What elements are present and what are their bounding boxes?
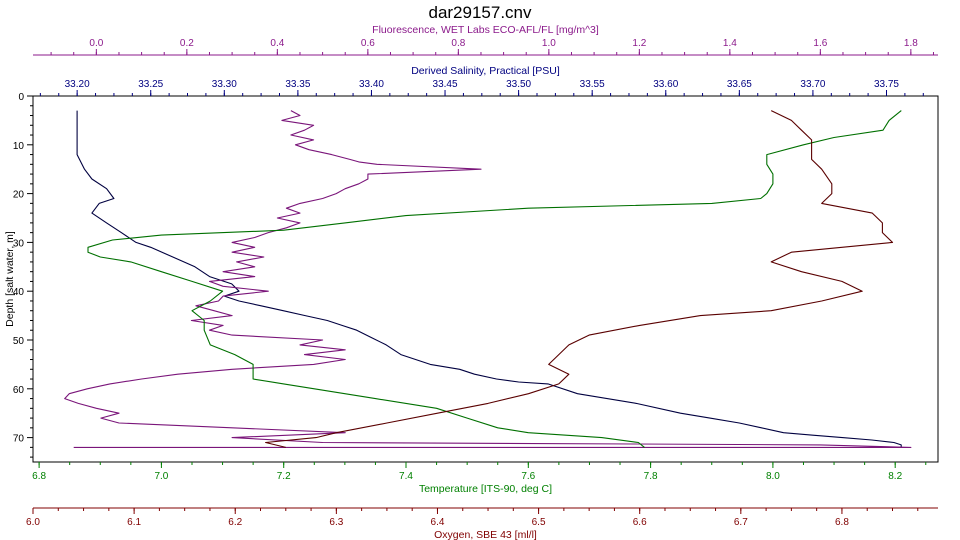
salinity-tick-label: 33.60	[653, 79, 678, 90]
salinity-tick-label: 33.20	[65, 79, 90, 90]
oxygen-profile-line	[265, 110, 894, 448]
salinity-tick-label: 33.65	[727, 79, 752, 90]
temperature-tick-label: 8.0	[766, 471, 780, 482]
salinity-tick-label: 33.45	[433, 79, 458, 90]
salinity-axis-label: Derived Salinity, Practical [PSU]	[411, 65, 560, 77]
oxygen-axis-label: Oxygen, SBE 43 [ml/l]	[434, 529, 537, 540]
depth-tick-label: 70	[13, 434, 25, 445]
chart-title: dar29157.cnv	[428, 3, 532, 22]
oxygen-tick-label: 6.3	[329, 517, 343, 528]
depth-tick-label: 40	[13, 287, 25, 298]
temperature-tick-label: 7.6	[521, 471, 535, 482]
plot-series	[64, 110, 912, 448]
fluorescence-tick-label: 1.2	[632, 38, 646, 49]
oxygen-tick-label: 6.5	[532, 517, 546, 528]
oxygen-tick-label: 6.2	[228, 517, 242, 528]
oxygen-tick-label: 6.1	[127, 517, 141, 528]
temperature-tick-label: 7.2	[277, 471, 291, 482]
salinity-axis: 33.20 33.25 33.30 33.35 33.40 33.45 33.50 33.55…	[39, 65, 924, 96]
temperature-tick-label: 8.2	[888, 471, 902, 482]
fluorescence-tick-label: 1.8	[904, 38, 918, 49]
fluorescence-tick-label: 0.4	[270, 38, 284, 49]
salinity-tick-label: 33.75	[874, 79, 899, 90]
depth-tick-label: 60	[13, 385, 25, 396]
fluorescence-tick-label: 0.6	[361, 38, 375, 49]
temperature-profile-line	[87, 110, 902, 448]
salinity-tick-label: 33.70	[800, 79, 825, 90]
depth-tick-label: 30	[13, 238, 25, 249]
fluorescence-tick-label: 1.6	[813, 38, 827, 49]
depth-tick-label: 50	[13, 336, 25, 347]
depth-tick-label: 20	[13, 190, 25, 201]
temperature-tick-label: 7.8	[644, 471, 658, 482]
fluorescence-profile-line	[64, 110, 912, 448]
salinity-tick-label: 33.35	[285, 79, 310, 90]
depth-tick-label: 0	[18, 92, 24, 103]
depth-axis-label: Depth [salt water, m]	[4, 231, 16, 327]
fluorescence-axis: 0.0 0.2 0.4 0.6 0.8 1.0 1.2 1.4 1.6 1.8 Fluorescen…	[33, 24, 938, 56]
temperature-tick-label: 6.8	[32, 471, 46, 482]
fluorescence-tick-label: 0.0	[89, 38, 103, 49]
oxygen-tick-label: 6.7	[734, 517, 748, 528]
fluorescence-tick-label: 1.4	[723, 38, 737, 49]
oxygen-tick-label: 6.4	[431, 517, 445, 528]
salinity-tick-label: 33.40	[359, 79, 384, 90]
fluorescence-axis-label: Fluorescence, WET Labs ECO-AFL/FL [mg/m^…	[372, 24, 599, 36]
plot-frame	[32, 95, 939, 463]
salinity-profile-line	[76, 110, 902, 448]
temperature-tick-label: 7.0	[154, 471, 168, 482]
depth-tick-label: 10	[13, 141, 25, 152]
salinity-tick-label: 33.30	[212, 79, 237, 90]
temperature-axis-label: Temperature [ITS-90, deg C]	[419, 483, 552, 495]
fluorescence-tick-label: 0.2	[180, 38, 194, 49]
fluorescence-tick-label: 1.0	[542, 38, 556, 49]
salinity-tick-label: 33.50	[506, 79, 531, 90]
oxygen-tick-label: 6.0	[26, 517, 40, 528]
oxygen-axis: 6.0 6.1 6.2 6.3 6.4 6.5 6.6 6.7 6.8 Oxygen, SBE 4…	[26, 507, 938, 540]
oxygen-tick-label: 6.8	[835, 517, 849, 528]
oxygen-tick-label: 6.6	[633, 517, 647, 528]
salinity-tick-label: 33.55	[580, 79, 605, 90]
fluorescence-tick-label: 0.8	[451, 38, 465, 49]
salinity-tick-label: 33.25	[138, 79, 163, 90]
temperature-axis: 6.8 7.0 7.2 7.4 7.6 7.8 8.0 8.2 Temperature [ITS…	[32, 462, 927, 495]
temperature-tick-label: 7.4	[399, 471, 413, 482]
